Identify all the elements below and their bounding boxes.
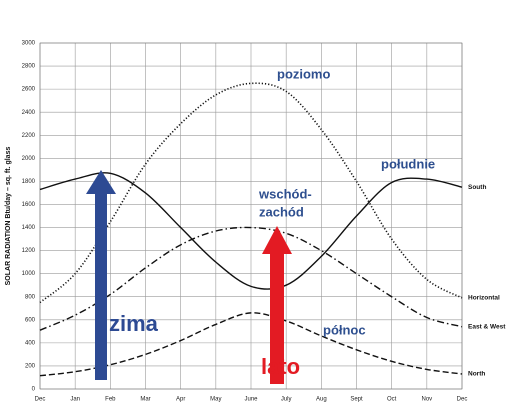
y-tick-label: 1200 [22,248,36,254]
y-tick-label: 1000 [22,271,36,277]
annotation: zima [109,311,159,336]
winter-arrow [86,170,116,380]
annotation: południe [381,156,435,171]
x-tick-label: Jan [70,397,80,403]
x-tick-label: Dec [35,397,46,403]
y-tick-label: 2600 [22,87,36,93]
annotation: lato [261,354,300,379]
series-line [39,172,463,290]
y-axis-label: SOLAR RADIATION Btu/day – sq. ft. glass [5,147,12,286]
y-tick-label: 400 [25,340,36,346]
x-tick-label: May [210,397,221,403]
x-tick-label: June [244,397,258,403]
y-tick-label: 2000 [22,156,36,162]
y-tick-label: 200 [25,364,36,370]
annotation: wschód- [258,186,312,201]
x-tick-label: July [281,397,292,403]
x-tick-label: Nov [421,397,432,403]
y-tick-label: 2200 [22,133,36,139]
series-label: North [468,371,485,378]
y-tick-label: 2400 [22,110,36,116]
series-line [39,312,463,377]
x-tick-label: Apr [176,397,185,403]
y-tick-label: 600 [25,317,36,323]
series-label: South [468,184,486,191]
x-tick-label: Feb [105,397,116,403]
series-line [39,226,463,331]
annotation: północ [323,322,366,337]
x-tick-label: Aug [316,397,327,403]
annotation: poziomo [277,66,330,81]
x-tick-label: Oct [387,397,397,403]
y-tick-label: 1400 [22,225,36,231]
annotation: zachód [259,204,304,219]
series-line [39,82,463,304]
y-tick-label: 2800 [22,64,36,70]
y-tick-label: 800 [25,294,36,300]
x-tick-label: Sept [350,397,363,403]
y-tick-label: 1800 [22,179,36,185]
x-tick-label: Dec [457,397,468,403]
x-tick-label: Mar [140,397,150,403]
series-label: Horizontal [468,295,500,302]
series-label: East & West [468,323,506,330]
y-tick-label: 1600 [22,202,36,208]
plot-frame [39,42,463,390]
y-tick-label: 3000 [22,41,36,47]
y-tick-label: 0 [32,387,36,393]
summer-arrow [262,226,292,384]
